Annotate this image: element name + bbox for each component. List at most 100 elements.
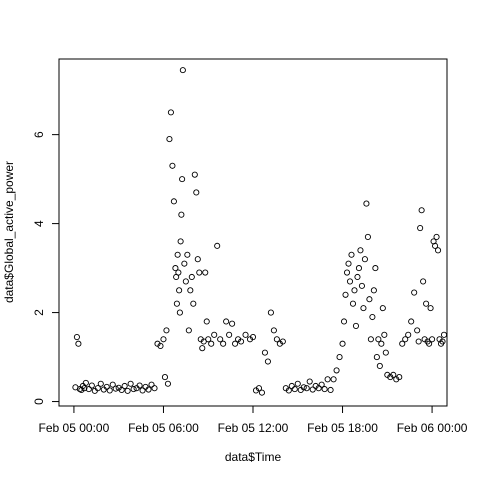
data-point	[172, 265, 179, 272]
data-point	[157, 342, 164, 349]
data-point	[432, 242, 439, 249]
y-tick-label: 0	[32, 398, 46, 405]
x-axis-label: data$Time	[225, 450, 282, 464]
data-point	[327, 386, 334, 394]
data-point	[336, 354, 343, 361]
data-point	[303, 385, 310, 392]
data-point	[402, 336, 409, 343]
data-point	[249, 333, 257, 341]
data-point	[82, 379, 89, 386]
data-point	[429, 336, 436, 343]
data-point	[181, 260, 188, 267]
data-point	[139, 387, 146, 394]
data-point	[185, 327, 192, 334]
data-point	[97, 380, 104, 387]
data-point	[261, 349, 268, 356]
data-point	[309, 386, 316, 393]
y-axis-label: data$Global_active_power	[2, 161, 16, 303]
data-point	[300, 384, 307, 391]
data-point	[258, 389, 266, 396]
data-point	[94, 385, 101, 392]
data-point	[176, 287, 183, 294]
x-tick-label: Feb 06 00:00	[397, 421, 468, 435]
data-point	[148, 381, 155, 388]
data-point	[294, 380, 301, 387]
data-point	[434, 247, 442, 254]
data-point	[229, 320, 236, 327]
data-point	[352, 322, 360, 329]
data-point	[355, 265, 363, 272]
data-point	[145, 386, 152, 393]
plot-frame	[58, 58, 448, 407]
data-point	[255, 385, 263, 392]
data-point	[343, 269, 351, 276]
data-point	[364, 233, 371, 240]
data-point	[288, 382, 295, 390]
y-tick-label: 6	[32, 131, 46, 138]
data-point	[363, 200, 370, 207]
x-tick-label: Feb 05 06:00	[128, 421, 199, 435]
data-point	[420, 278, 427, 285]
data-point	[415, 338, 422, 345]
data-point	[124, 387, 131, 394]
data-point	[369, 313, 376, 321]
data-point	[176, 309, 183, 316]
data-point	[118, 386, 125, 394]
data-point	[217, 336, 224, 343]
data-point	[103, 383, 110, 390]
data-point	[109, 381, 116, 388]
data-point	[194, 256, 201, 263]
data-point	[405, 331, 412, 338]
data-point	[190, 300, 197, 307]
y-axis: 0 2 4 6	[32, 131, 60, 405]
data-point	[199, 345, 206, 352]
data-point	[164, 380, 171, 387]
data-point	[372, 265, 379, 272]
data-point	[423, 300, 430, 307]
data-point	[321, 386, 328, 393]
data-point	[373, 354, 380, 361]
data-point	[349, 300, 357, 307]
data-point	[203, 318, 210, 325]
data-point	[202, 269, 209, 276]
data-point	[333, 367, 340, 374]
data-point	[78, 386, 85, 394]
data-point	[345, 260, 352, 267]
data-point	[361, 256, 368, 263]
data-point	[208, 340, 215, 347]
data-point	[396, 374, 403, 381]
data-point	[136, 382, 143, 389]
data-point	[427, 305, 434, 312]
x-tick-label: Feb 05 00:00	[39, 421, 110, 435]
data-point	[324, 376, 331, 383]
data-point	[169, 162, 176, 169]
data-point	[306, 378, 313, 385]
data-point	[342, 291, 349, 298]
data-point	[414, 327, 421, 334]
data-point	[399, 340, 406, 347]
data-point	[232, 340, 239, 347]
data-point	[354, 273, 361, 281]
data-point	[121, 382, 128, 390]
y-tick-label: 2	[32, 309, 46, 316]
data-point	[170, 198, 177, 205]
data-point	[179, 176, 186, 183]
data-point	[381, 331, 388, 338]
data-point	[88, 382, 95, 389]
data-point	[173, 300, 180, 307]
data-point	[340, 318, 348, 325]
data-point	[81, 385, 88, 392]
data-point	[214, 242, 221, 249]
data-point	[177, 238, 184, 245]
data-point	[270, 327, 277, 334]
data-point	[390, 371, 397, 378]
data-point	[112, 385, 119, 392]
data-point	[433, 233, 440, 240]
data-point	[161, 374, 169, 381]
data-point	[418, 207, 425, 214]
data-point	[188, 273, 195, 281]
data-point	[279, 338, 286, 345]
data-point	[264, 358, 271, 365]
data-point	[375, 336, 382, 343]
